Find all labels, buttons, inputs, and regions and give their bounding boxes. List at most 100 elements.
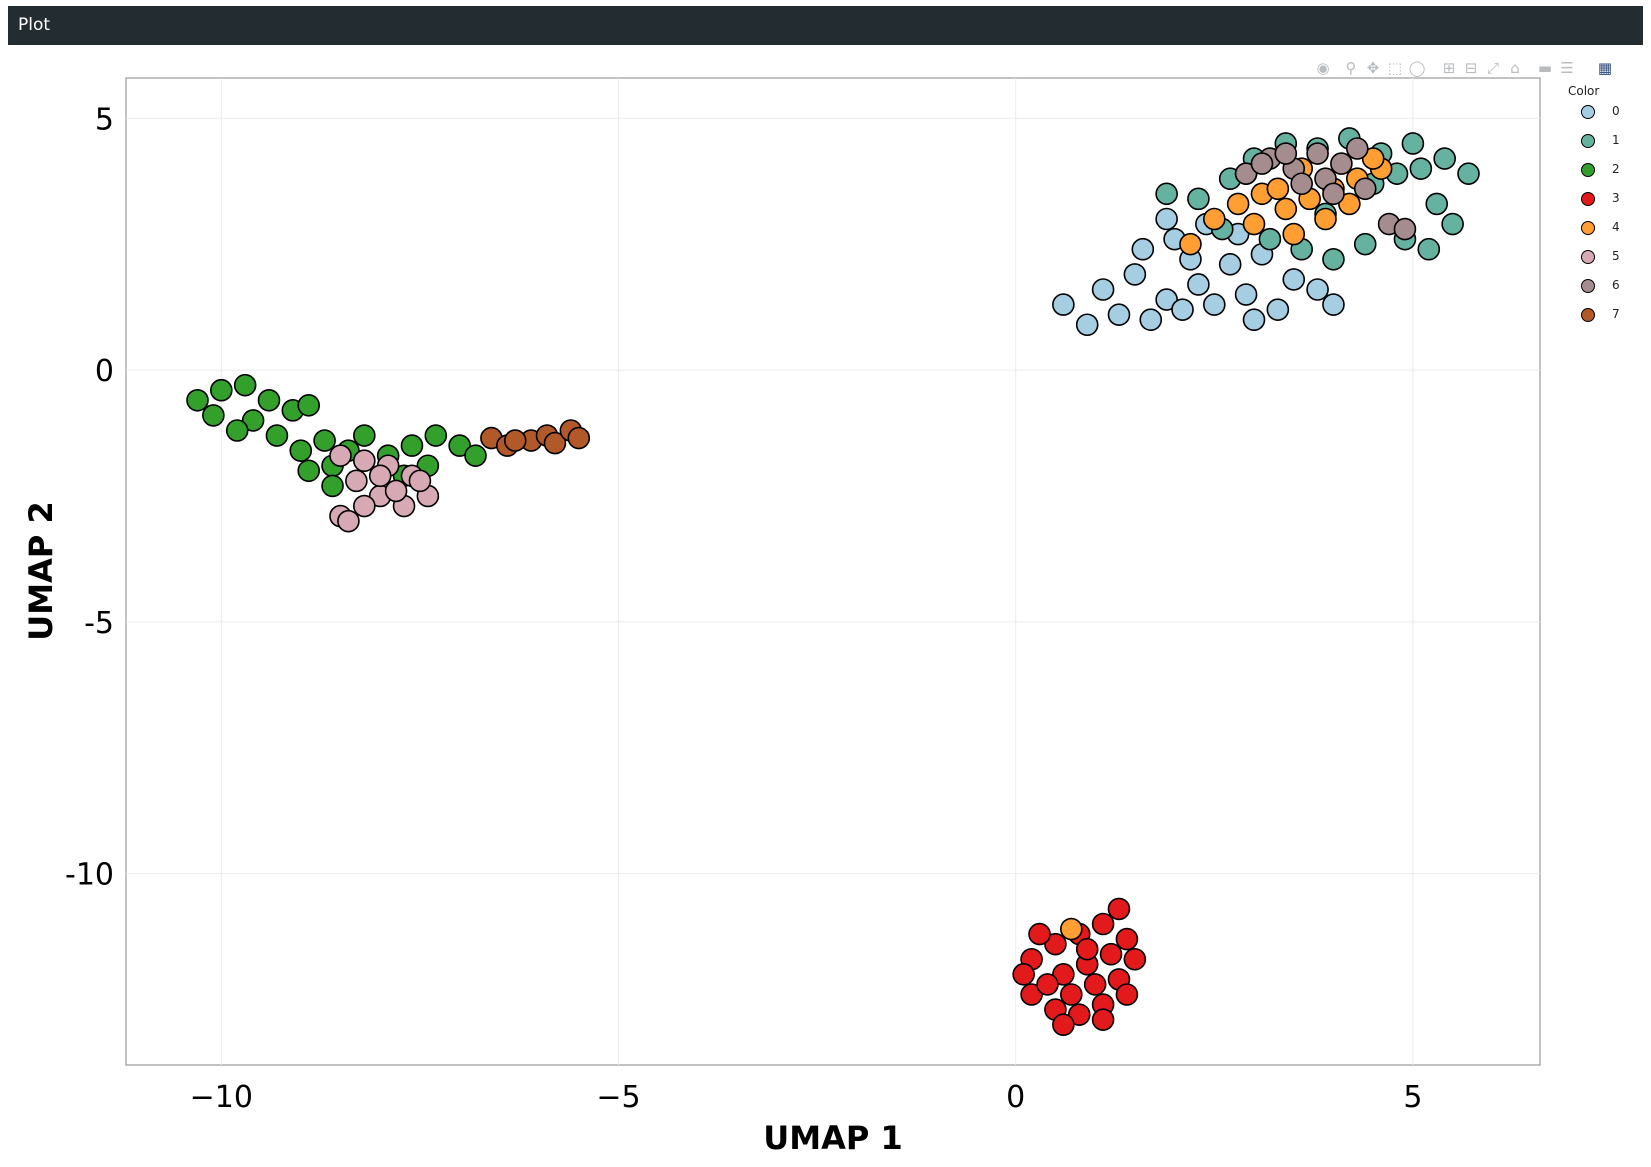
scatter-point[interactable] xyxy=(1060,983,1083,1006)
plotly-logo-icon[interactable]: ▦ xyxy=(1597,59,1613,77)
scatter-point[interactable] xyxy=(1417,237,1441,261)
scatter-point[interactable] xyxy=(1187,273,1210,296)
legend-item-0[interactable]: 0 xyxy=(1568,103,1638,132)
scatter-point[interactable] xyxy=(210,378,233,402)
scatter-point[interactable] xyxy=(1123,947,1147,971)
scatter-point[interactable] xyxy=(1274,142,1298,165)
scatter-point[interactable] xyxy=(1171,298,1194,321)
scatter-point[interactable] xyxy=(257,388,281,412)
scatter-point[interactable] xyxy=(1028,922,1051,946)
zoom-out-icon[interactable]: ⊟ xyxy=(1464,59,1478,77)
scatter-point[interactable] xyxy=(1353,177,1377,201)
scatter-point[interactable] xyxy=(1139,308,1163,332)
zoom-in-icon[interactable]: ⊞ xyxy=(1442,59,1456,77)
scatter-point[interactable] xyxy=(1242,212,1266,236)
scatter-point[interactable] xyxy=(1242,308,1266,332)
legend-item-5[interactable]: 5 xyxy=(1568,248,1638,277)
scatter-point[interactable] xyxy=(1099,942,1123,966)
scatter-point[interactable] xyxy=(1234,162,1258,185)
scatter-point[interactable] xyxy=(1187,187,1210,211)
scatter-point[interactable] xyxy=(1258,227,1282,251)
scatter-point[interactable] xyxy=(464,444,487,467)
scatter-point[interactable] xyxy=(1107,897,1131,921)
scatter-point[interactable] xyxy=(1361,147,1385,170)
scatter-point[interactable] xyxy=(1282,268,1306,291)
scatter-point[interactable] xyxy=(1314,207,1337,231)
scatter-point[interactable] xyxy=(1091,1008,1115,1031)
scatter-point[interactable] xyxy=(1433,147,1456,170)
scatter-point[interactable] xyxy=(1115,983,1139,1006)
scatter-point[interactable] xyxy=(503,429,527,452)
scatter-point[interactable] xyxy=(1179,232,1202,256)
pan-icon[interactable]: ✥ xyxy=(1366,59,1380,77)
scatter-point[interactable] xyxy=(1052,963,1075,986)
scatter-point[interactable] xyxy=(186,388,209,412)
scatter-point[interactable] xyxy=(1234,283,1258,306)
scatter-point[interactable] xyxy=(408,469,432,493)
camera-icon[interactable]: ◉ xyxy=(1316,59,1330,77)
scatter-point[interactable] xyxy=(1250,152,1274,175)
scatter-point[interactable] xyxy=(1306,142,1329,165)
scatter-point[interactable] xyxy=(321,474,344,498)
scatter-point[interactable] xyxy=(1107,303,1131,326)
scatter-point[interactable] xyxy=(1409,157,1433,180)
scatter-point[interactable] xyxy=(313,429,336,452)
scatter-point[interactable] xyxy=(1020,983,1043,1006)
legend-item-7[interactable]: 7 xyxy=(1568,306,1638,335)
legend-item-4[interactable]: 4 xyxy=(1568,219,1638,248)
scatter-point[interactable] xyxy=(1091,278,1115,301)
scatter-point[interactable] xyxy=(1155,182,1178,206)
scatter-point[interactable] xyxy=(1131,237,1155,261)
scatter-point[interactable] xyxy=(337,509,360,533)
scatter-point[interactable] xyxy=(1155,207,1178,231)
zoom-icon[interactable]: ⚲ xyxy=(1345,59,1357,77)
scatter-point[interactable] xyxy=(329,444,352,467)
scatter-point[interactable] xyxy=(1457,162,1480,185)
scatter-point[interactable] xyxy=(1290,172,1313,196)
scatter-point[interactable] xyxy=(1218,253,1242,276)
scatter-point[interactable] xyxy=(1060,917,1083,941)
scatter-point[interactable] xyxy=(345,469,368,493)
scatter-point[interactable] xyxy=(1266,298,1290,321)
scatter-point[interactable] xyxy=(241,409,265,432)
scatter-point[interactable] xyxy=(1306,278,1329,301)
scatter-point[interactable] xyxy=(1012,963,1035,986)
scatter-point[interactable] xyxy=(543,431,567,455)
scatter-point[interactable] xyxy=(202,404,225,427)
scatter-point[interactable] xyxy=(1155,288,1178,311)
scatter-point[interactable] xyxy=(1075,937,1099,961)
scatter-point[interactable] xyxy=(424,424,448,447)
legend-item-2[interactable]: 2 xyxy=(1568,161,1638,190)
scatter-point[interactable] xyxy=(1425,192,1449,216)
scatter-point[interactable] xyxy=(384,479,408,503)
scatter-point[interactable] xyxy=(297,394,321,417)
scatter-point[interactable] xyxy=(368,464,392,488)
scatter-point[interactable] xyxy=(400,434,424,457)
scatter-point[interactable] xyxy=(1052,1013,1075,1037)
scatter-point[interactable] xyxy=(1393,217,1417,241)
scatter-point[interactable] xyxy=(1067,1003,1091,1026)
scatter-point[interactable] xyxy=(1203,207,1226,231)
scatter-point[interactable] xyxy=(1330,152,1353,175)
legend-item-3[interactable]: 3 xyxy=(1568,190,1638,219)
scatter-point[interactable] xyxy=(1353,232,1377,256)
scatter-point[interactable] xyxy=(1123,263,1147,286)
scatter-point[interactable] xyxy=(1322,293,1345,316)
legend-item-1[interactable]: 1 xyxy=(1568,132,1638,161)
scatter-point[interactable] xyxy=(1322,182,1345,206)
box-select-icon[interactable]: ⬚ xyxy=(1387,59,1403,77)
scatter-point[interactable] xyxy=(1401,132,1425,155)
scatter-point[interactable] xyxy=(289,439,313,462)
scatter-point[interactable] xyxy=(265,424,289,447)
spike-lines-icon[interactable]: ▬ xyxy=(1537,59,1553,77)
compare-hover-icon[interactable]: ☰ xyxy=(1560,59,1574,77)
scatter-point[interactable] xyxy=(1091,912,1115,936)
scatter-point[interactable] xyxy=(1036,973,1059,996)
scatter-point[interactable] xyxy=(1441,212,1464,236)
scatter-point[interactable] xyxy=(448,434,471,457)
scatter-point[interactable] xyxy=(1226,192,1250,216)
scatter-point[interactable] xyxy=(1044,932,1067,956)
scatter-point[interactable] xyxy=(1274,197,1298,221)
scatter-point[interactable] xyxy=(233,373,257,397)
